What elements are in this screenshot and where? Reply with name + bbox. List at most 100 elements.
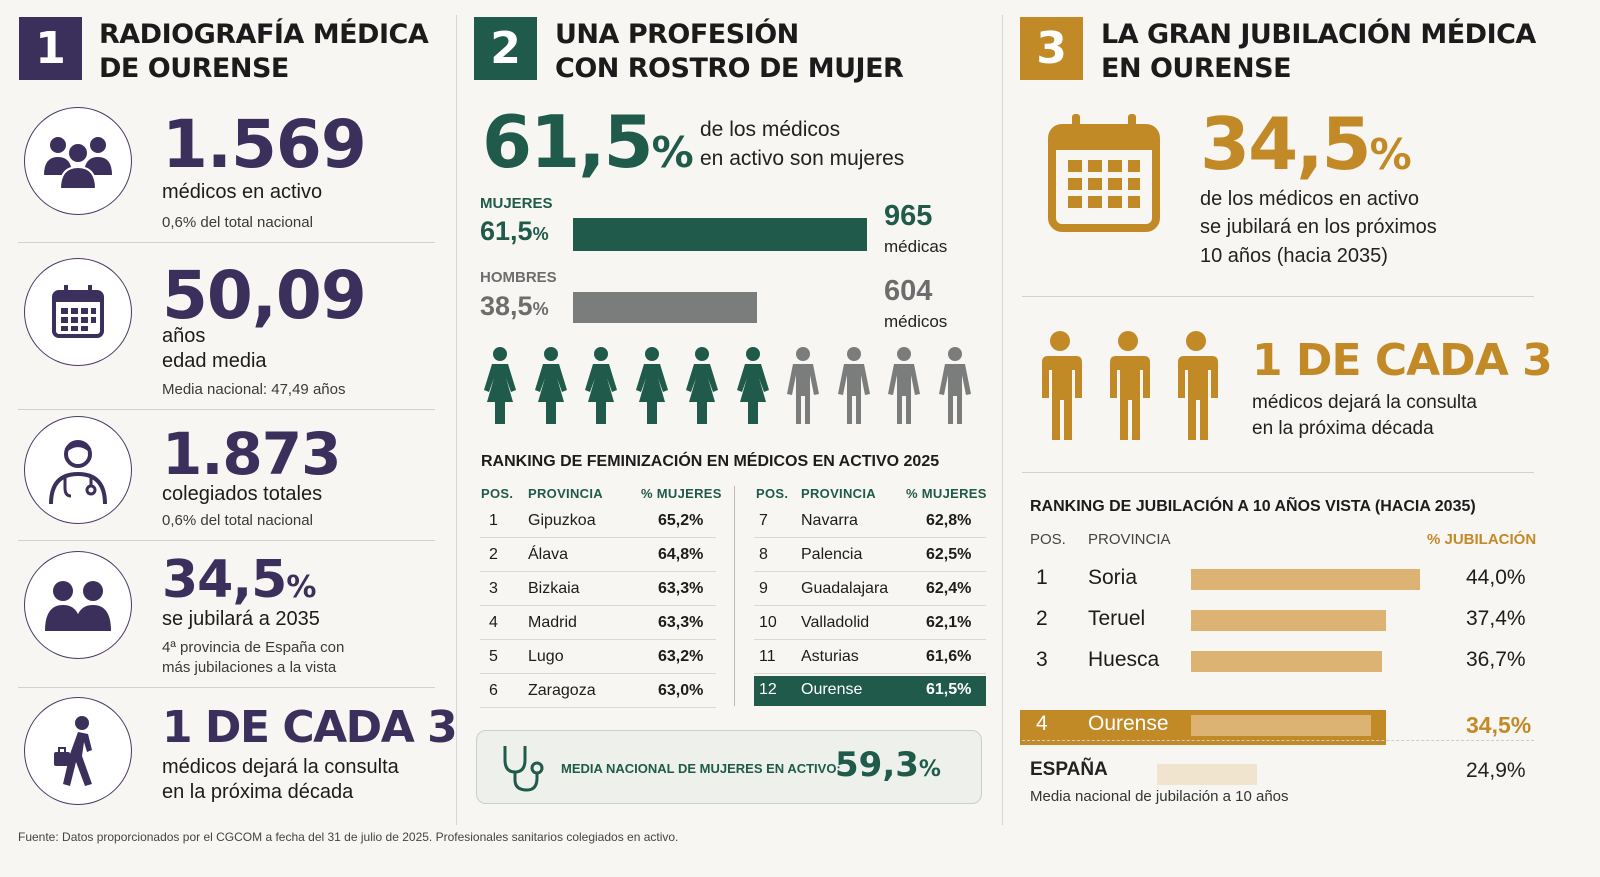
average-unit: %	[918, 757, 941, 782]
col-header: POS.	[756, 486, 789, 501]
row-pct: 63,2%	[658, 648, 704, 665]
row-province: Gipuzkoa	[528, 512, 596, 529]
row-pos: 12	[759, 681, 777, 698]
woman-icon	[581, 346, 621, 426]
row-pos: 1	[489, 512, 498, 529]
ratio-value: 1 DE CADA 3	[1252, 335, 1553, 386]
woman-icon	[682, 346, 722, 426]
col-header: POS.	[481, 486, 514, 501]
series-pct: 38,5%	[480, 291, 549, 322]
col-header: PROVINCIA	[528, 486, 603, 501]
stat-note: Media nacional: 47,49 años	[162, 381, 346, 398]
title-line: DE OURENSE	[99, 53, 289, 84]
stat-value: 1.569	[162, 106, 367, 183]
row-province: Teruel	[1088, 607, 1146, 630]
divider	[1022, 740, 1534, 741]
series-name: HOMBRES	[480, 269, 557, 286]
calendar-icon	[1048, 114, 1160, 232]
headline-value: 61,5%	[482, 100, 694, 184]
row-pos: 4	[1036, 712, 1048, 735]
row-province: Zaragoza	[528, 682, 596, 699]
headline-unit: %	[651, 128, 694, 177]
series-unit: médicas	[884, 237, 948, 256]
stat-note: 0,6% del total nacional	[162, 214, 313, 231]
title-line: EN OURENSE	[1101, 53, 1292, 84]
retirement-bar	[1191, 651, 1382, 672]
col-header: PROVINCIA	[1088, 531, 1171, 548]
table-row: 11 Asturias 61,6%	[754, 640, 986, 674]
series-unit: médicos	[884, 312, 948, 331]
table-row: 8 Palencia 62,5%	[754, 538, 986, 572]
title-line: UNA PROFESIÓN	[555, 19, 799, 50]
row-pct: 62,5%	[926, 546, 972, 563]
series-count: 965	[884, 200, 933, 232]
row-pct: 65,2%	[658, 512, 704, 529]
row-pos: 2	[489, 546, 498, 563]
woman-icon	[531, 346, 571, 426]
ranking-title: RANKING DE JUBILACIÓN A 10 AÑOS VISTA (H…	[1030, 498, 1476, 515]
man-icon	[834, 346, 874, 426]
table-row: 9 Guadalajara 62,4%	[754, 572, 986, 606]
table-row: 5 Lugo 63,2%	[480, 640, 716, 674]
divider	[18, 409, 435, 410]
spain-label: ESPAÑA	[1030, 759, 1108, 780]
row-pos: 4	[489, 614, 498, 631]
section-number: 1	[19, 17, 82, 80]
column-divider	[1002, 15, 1003, 825]
table-row: 4 Madrid 63,3%	[480, 606, 716, 640]
table-row: 1 Gipuzkoa 65,2%	[480, 504, 716, 538]
stat-value-number: 34,5	[162, 550, 287, 610]
section-number: 3	[1020, 17, 1083, 80]
row-pct: 63,0%	[658, 682, 704, 699]
retirement-bar	[1191, 569, 1420, 590]
table-row: 2 Álava 64,8%	[480, 538, 716, 572]
row-pct: 61,6%	[926, 648, 972, 665]
table-row: 7 Navarra 62,8%	[754, 504, 986, 538]
ranking-title: RANKING DE FEMINIZACIÓN EN MÉDICOS EN AC…	[481, 453, 940, 470]
stat-value-unit: %	[286, 570, 316, 605]
series-pct-unit: %	[532, 299, 549, 319]
series-pct-value: 38,5	[480, 291, 533, 321]
row-pct: 62,8%	[926, 512, 972, 529]
stat-label: colegiados totales	[162, 483, 323, 505]
row-pos: 3	[1036, 648, 1048, 671]
man-icon	[783, 346, 823, 426]
col-header: % JUBILACIÓN	[1427, 531, 1537, 548]
people-icon	[24, 551, 132, 659]
series-pct-unit: %	[532, 224, 549, 244]
row-pct: 63,3%	[658, 580, 704, 597]
row-province: Ourense	[801, 681, 863, 698]
row-province: Álava	[528, 546, 569, 563]
series-pct: 61,5%	[480, 216, 549, 247]
stat-label: años	[162, 325, 206, 347]
row-province: Valladolid	[801, 614, 870, 631]
row-pos: 9	[759, 580, 768, 597]
row-province: Lugo	[528, 648, 564, 665]
divider	[1022, 296, 1534, 297]
row-pos: 2	[1036, 607, 1048, 630]
retirement-bar	[1191, 610, 1386, 631]
spain-value: 24,9%	[1466, 759, 1526, 782]
stat-label: médicos dejará la consulta	[162, 756, 399, 778]
table-divider	[734, 486, 735, 706]
row-province: Bizkaia	[528, 580, 580, 597]
col-header: PROVINCIA	[801, 486, 876, 501]
ratio-text: en la próxima década	[1252, 418, 1434, 439]
table-row: 3 Bizkaia 63,3%	[480, 572, 716, 606]
title-line: RADIOGRAFÍA MÉDICA	[99, 19, 429, 50]
divider	[18, 687, 435, 688]
headline-text: 10 años (hacia 2035)	[1200, 245, 1388, 267]
walking-person-icon	[24, 697, 132, 805]
row-pos: 10	[759, 614, 777, 631]
source-note: Fuente: Datos proporcionados por el CGCO…	[18, 830, 679, 844]
headline-number: 34,5	[1200, 102, 1372, 186]
stat-value: 1.873	[162, 420, 341, 488]
row-pct: 62,1%	[926, 614, 972, 631]
row-value: 37,4%	[1466, 607, 1526, 630]
headline-text: de los médicos en activo	[1200, 188, 1420, 210]
row-pct: 64,8%	[658, 546, 704, 563]
person-icon	[1170, 330, 1222, 442]
gender-bars: MUJERES 61,5% 965 médicas HOMBRES 38,5% …	[480, 192, 980, 342]
series-count: 604	[884, 275, 933, 307]
spain-note: Media nacional de jubilación a 10 años	[1030, 788, 1289, 805]
